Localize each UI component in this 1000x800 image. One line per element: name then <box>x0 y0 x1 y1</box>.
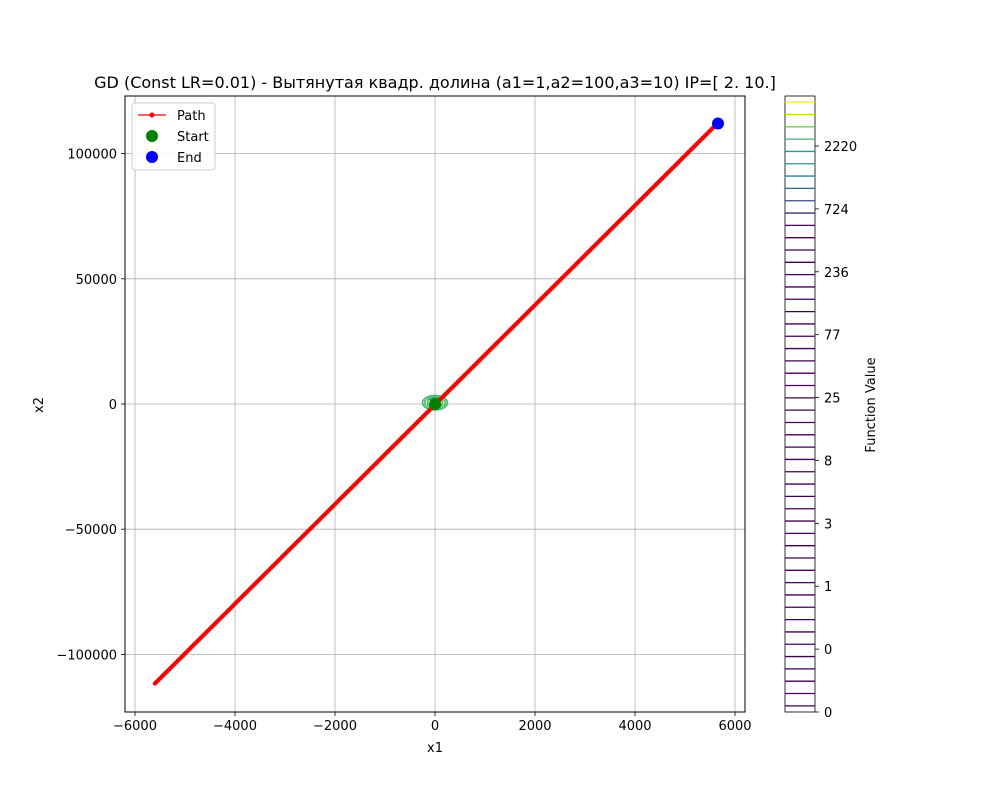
legend-path-label: Path <box>177 109 206 124</box>
y-tick-label: 50000 <box>76 273 117 288</box>
colorbar-ticks: 0 0 1 3 8 25 77 236 724 2220 <box>815 140 857 721</box>
colorbar-tick-label: 236 <box>824 266 849 281</box>
y-tick-label: −50000 <box>65 523 117 538</box>
legend-end-marker <box>146 151 158 163</box>
legend-end-label: End <box>177 151 202 166</box>
colorbar-tick-label: 0 <box>824 643 832 658</box>
chart-title: GD (Const LR=0.01) - Вытянутая квадр. до… <box>94 73 776 92</box>
start-marker <box>429 397 442 410</box>
x-tick-label: −4000 <box>213 719 257 734</box>
legend-path-marker <box>149 112 155 118</box>
y-tick-label: 0 <box>109 398 117 413</box>
colorbar-tick-label: 3 <box>824 517 832 532</box>
colorbar-tick-label: 724 <box>824 203 849 218</box>
colorbar-tick-label: 8 <box>824 454 832 469</box>
x-tick-label: 0 <box>431 719 439 734</box>
legend-start-label: Start <box>177 130 209 145</box>
colorbar-tick-label: 0 <box>824 706 832 721</box>
colorbar: 0 0 1 3 8 25 77 236 724 2220 <box>784 95 857 721</box>
y-axis-label: x2 <box>32 397 47 413</box>
colorbar-lines <box>785 101 815 707</box>
end-marker <box>712 117 724 130</box>
plot-area <box>124 95 746 713</box>
colorbar-tick-label: 2220 <box>824 140 857 155</box>
x-tick-label: −6000 <box>113 719 157 734</box>
x-tick-label: 6000 <box>718 719 751 734</box>
colorbar-tick-label: 1 <box>824 580 832 595</box>
contour-line <box>421 394 449 411</box>
colorbar-tick-label: 25 <box>824 392 841 407</box>
x-tick-label: 4000 <box>618 719 651 734</box>
marker-layer <box>429 117 724 410</box>
x-tick-label: 2000 <box>518 719 551 734</box>
legend-start-marker <box>146 130 158 142</box>
x-axis-label: x1 <box>427 741 443 756</box>
colorbar-frame <box>784 95 816 713</box>
x-tick-label: −2000 <box>313 719 357 734</box>
colorbar-tick-label: 77 <box>824 329 841 344</box>
legend: Path Start End <box>131 102 216 171</box>
y-tick-label: −100000 <box>56 648 117 663</box>
y-axis: −100000 −50000 0 50000 100000 <box>56 148 125 663</box>
y-tick-label: 100000 <box>67 148 117 163</box>
x-axis: −6000 −4000 −2000 0 2000 4000 6000 <box>113 712 752 734</box>
colorbar-label: Function Value <box>864 357 879 452</box>
